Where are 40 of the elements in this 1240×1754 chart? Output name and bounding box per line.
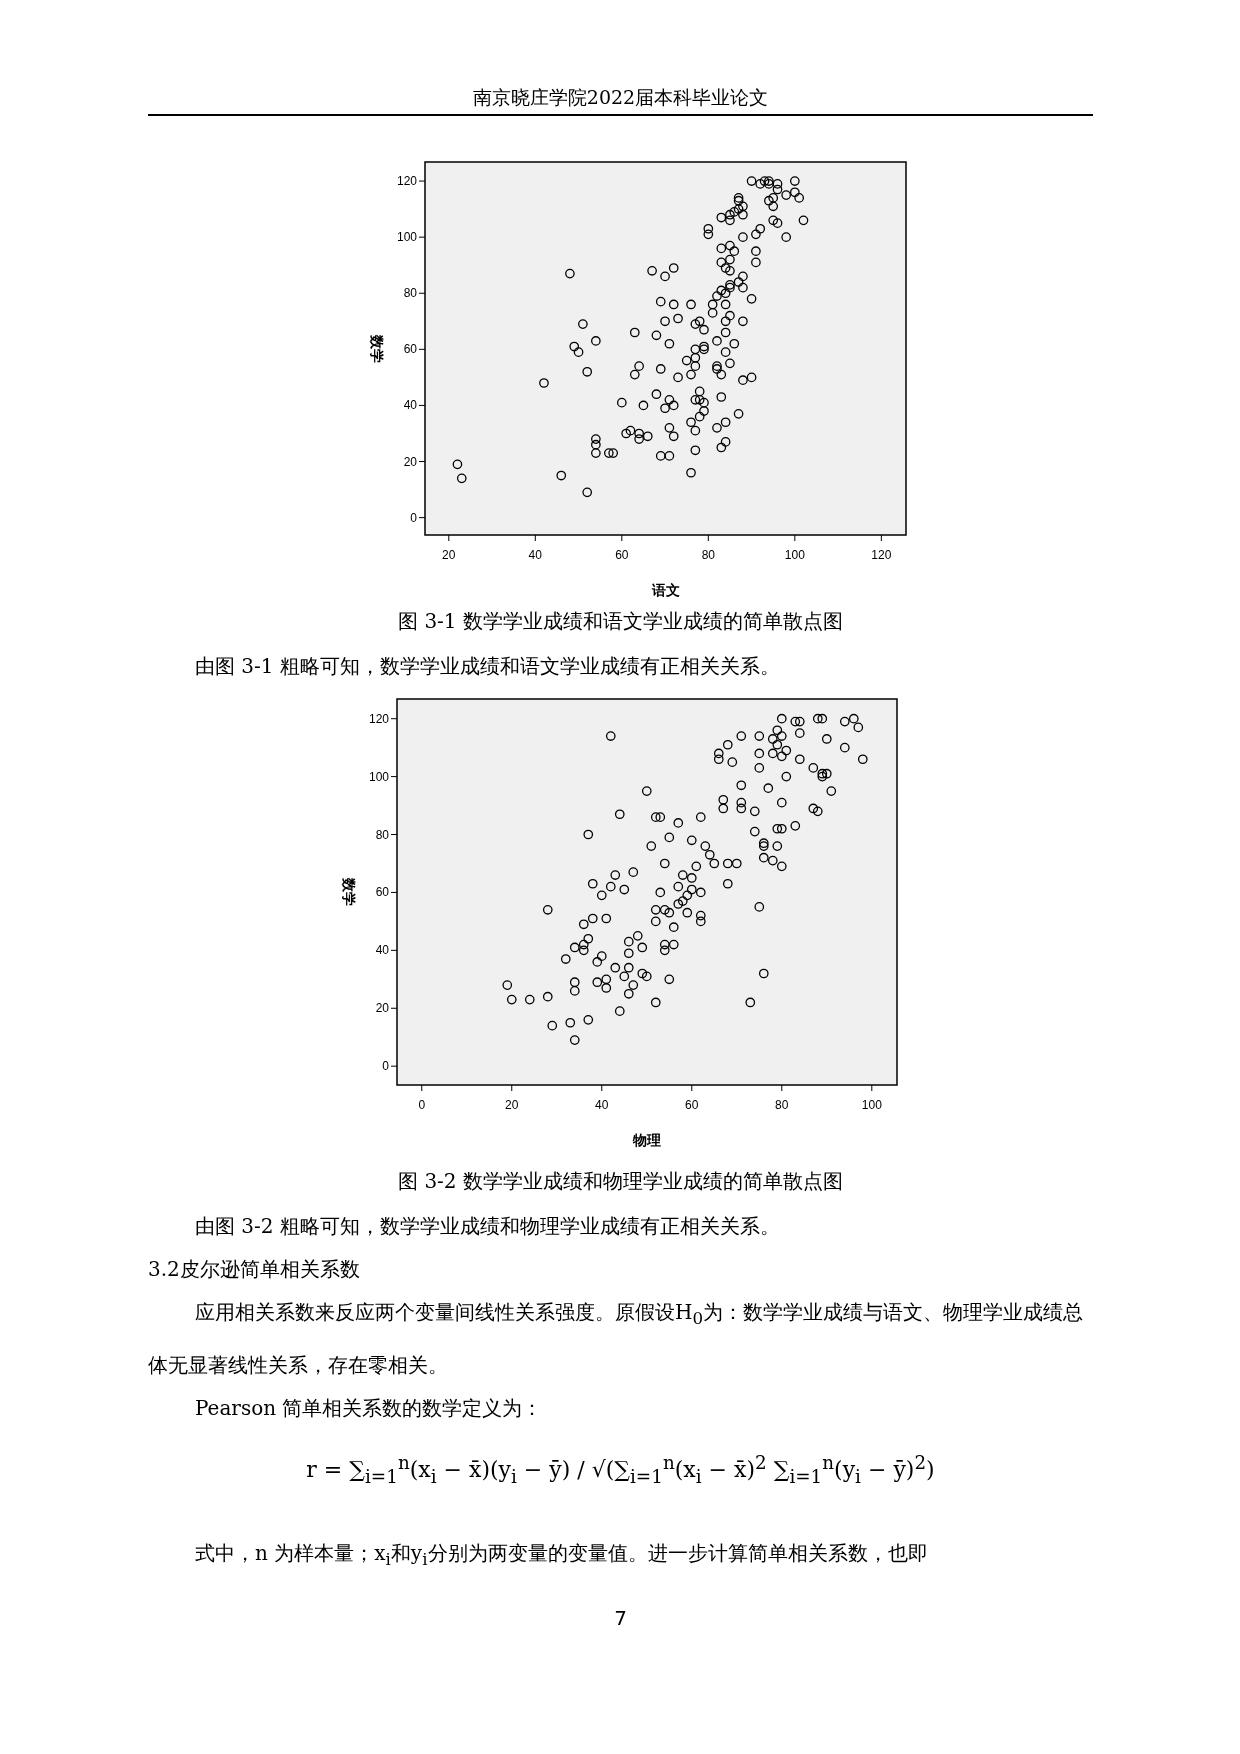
text: 由图 3-1 粗略可知，数学学业成绩和语文学业成绩有正相关关系。	[195, 653, 780, 680]
y-axis-title: 数学	[369, 333, 385, 363]
y-tick-label: 80	[403, 286, 418, 301]
y-axis-title: 数学	[341, 877, 357, 906]
y-tick-label: 20	[375, 1001, 390, 1016]
y-tick-label: 0	[410, 510, 418, 525]
text: 应用相关系数来反应两个变量间线性关系强度。原假设H$_{0}$为：数学学业成绩与语文、物理学业成绩总体无显著线性关系，存在零相关。	[148, 1300, 1084, 1377]
caption: 图 3-2 数学学业成绩和物理学业成绩的简单散点图	[397, 1168, 844, 1195]
text: 3.2皮尔逊简单相关系数	[148, 1256, 360, 1283]
text: 由图 3-2 粗略可知，数学学业成绩和物理学业成绩有正相关关系。	[195, 1213, 780, 1240]
x-tick-label: 60	[615, 548, 629, 562]
x-tick-label: 80	[775, 1098, 789, 1112]
y-tick-label: 120	[396, 174, 418, 189]
y-tick-label: 120	[368, 711, 390, 726]
y-tick-label: 40	[375, 943, 390, 958]
text: 南京晓庄学院2022届本科毕业论文	[148, 80, 1093, 116]
y-tick-label: 0	[382, 1059, 390, 1074]
y-tick-label: 40	[403, 398, 418, 413]
y-tick-label: 100	[396, 230, 418, 245]
x-tick-label: 40	[595, 1098, 609, 1112]
caption: 图 3-1 数学学业成绩和语文学业成绩的简单散点图	[397, 608, 844, 635]
text: Pearson 简单相关系数的数学定义为：	[195, 1395, 543, 1422]
x-tick-label: 100	[784, 548, 806, 562]
x-tick-label: 20	[505, 1098, 519, 1112]
text: 7	[613, 1605, 628, 1632]
text: r = ∑$_{i=1}$$^{n}$(x$_{i}$ − x̄)(y$_{i}$ − ȳ) / √(∑$_{i=1}$$^{n}$(x$_{i}$ − x̄)$^{2}$ ∑$_{i=1}$$^{n}$(y$_{i}$ − ȳ)$^{2}$)	[306, 1452, 935, 1487]
x-tick-label: 100	[861, 1098, 883, 1112]
x-tick-label: 40	[528, 548, 543, 562]
y-tick-label: 20	[403, 454, 418, 469]
y-tick-label: 80	[375, 827, 390, 842]
x-axis-title: 语文	[650, 582, 680, 598]
x-tick-label: 120	[871, 548, 892, 562]
x-tick-label: 20	[442, 548, 456, 562]
x-axis-title: 物理	[632, 1132, 661, 1148]
x-tick-label: 60	[685, 1098, 699, 1112]
y-tick-label: 100	[368, 769, 390, 784]
y-tick-label: 60	[375, 885, 390, 900]
x-tick-label: 80	[701, 548, 716, 562]
text: 式中，n 为样本量；x$_{i}$和y$_{i}$分别为两变量的变量值。进一步计算简单相关系数，也即	[195, 1540, 928, 1571]
y-tick-label: 60	[403, 342, 418, 357]
